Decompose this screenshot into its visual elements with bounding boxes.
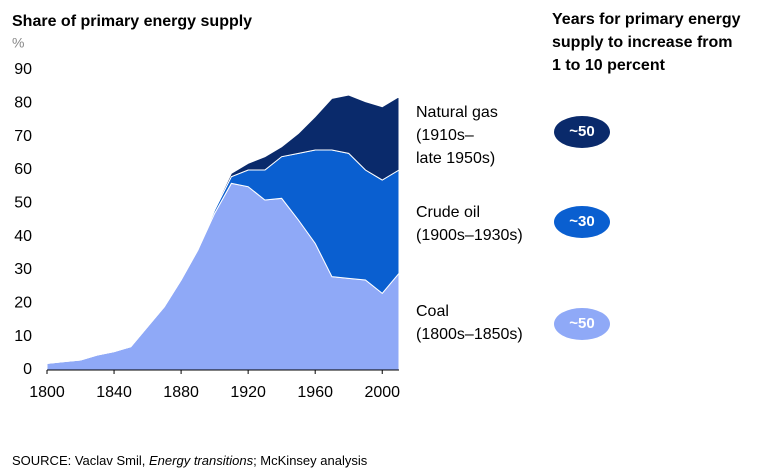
legend-period: (1900s–1930s) [416,227,523,244]
legend-period: (1800s–1850s) [416,326,523,343]
y-tick-label: 80 [14,95,32,112]
legend-oval [554,308,610,340]
y-unit: % [12,35,24,51]
chart-title: Share of primary energy supply [12,13,252,30]
y-tick-label: 70 [14,128,32,145]
legend-oval [554,116,610,148]
x-tick-label: 1840 [96,384,132,401]
legend-label: Natural gas [416,104,498,121]
x-tick-label: 1880 [163,384,199,401]
y-tick-label: 90 [14,61,32,78]
y-tick-label: 60 [14,161,32,178]
years-label: ~30 [569,213,594,230]
side-title: supply to increase from [552,34,733,51]
source: SOURCE: Vaclav Smil, Energy transitions;… [12,453,368,468]
y-tick-label: 40 [14,228,32,245]
y-tick-label: 0 [23,361,32,378]
y-tick-label: 50 [14,195,32,212]
source-text: Energy transitions [149,453,254,468]
y-tick-label: 30 [14,261,32,278]
x-tick-label: 1800 [29,384,65,401]
source-text: SOURCE: Vaclav Smil, [12,453,149,468]
legend-label: Crude oil [416,204,480,221]
source-text: ; McKinsey analysis [253,453,368,468]
x-tick-label: 2000 [364,384,400,401]
side-title: 1 to 10 percent [552,57,666,74]
legend-period: (1910s– [416,127,474,144]
y-tick-label: 20 [14,295,32,312]
years-label: ~50 [569,123,594,140]
y-tick-label: 10 [14,328,32,345]
side-title: Years for primary energy [552,11,741,28]
legend-label: Coal [416,303,449,320]
area [46,94,400,364]
x-tick-label: 1960 [297,384,333,401]
legend-period: late 1950s) [416,150,495,167]
x-tick-label: 1920 [230,384,266,401]
years-label: ~50 [569,315,594,332]
legend-oval [554,206,610,238]
